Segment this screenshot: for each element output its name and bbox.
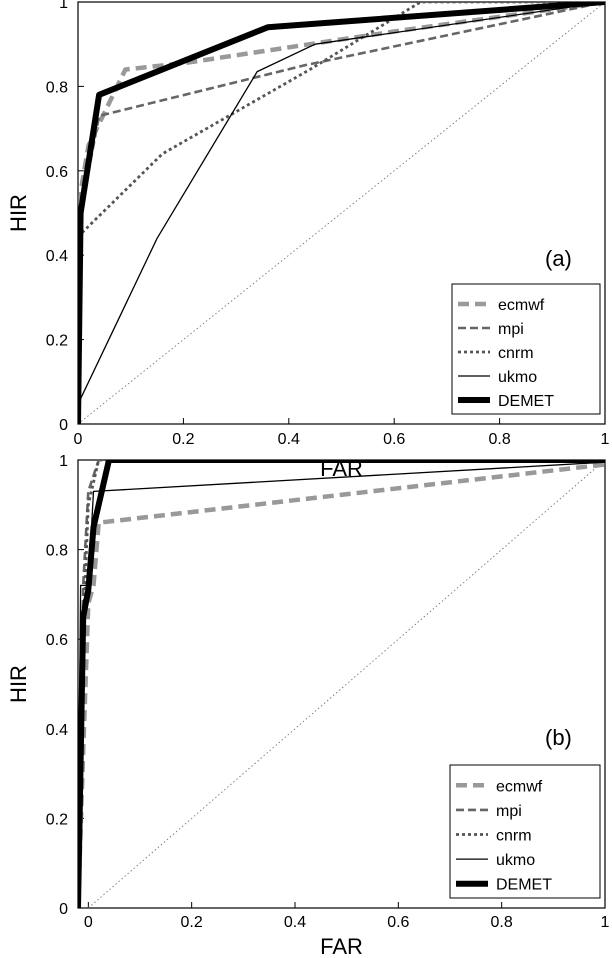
y-tick-label: 1 <box>59 453 68 470</box>
plot-area <box>78 2 605 424</box>
x-axis-label: FAR <box>320 934 363 958</box>
y-tick-label: 0.8 <box>46 543 68 560</box>
legend-label-ecmwf: ecmwf <box>496 778 543 795</box>
x-tick-label: 0.2 <box>181 914 203 931</box>
x-tick-label: 0 <box>74 431 83 448</box>
legend-label-mpi: mpi <box>496 803 522 820</box>
y-tick-label: 0.2 <box>46 811 68 828</box>
y-tick-label: 0.4 <box>46 248 68 265</box>
legend-label-cnrm: cnrm <box>496 828 532 845</box>
legend-label-cnrm: cnrm <box>498 345 534 362</box>
x-tick-label: 0.4 <box>278 431 300 448</box>
x-tick-label: 0.6 <box>383 431 405 448</box>
y-tick-label: 0.2 <box>46 333 68 350</box>
plot-area <box>78 460 605 908</box>
y-tick-label: 0.4 <box>46 722 68 739</box>
y-tick-label: 0.6 <box>46 164 68 181</box>
panel-label: (b) <box>545 725 572 750</box>
y-tick-label: 1 <box>59 0 68 12</box>
x-tick-label: 0.8 <box>488 431 510 448</box>
y-axis-label: HIR <box>6 665 31 703</box>
legend-label-ecmwf: ecmwf <box>498 297 545 314</box>
legend-label-mpi: mpi <box>498 321 524 338</box>
legend-label-ukmo: ukmo <box>498 369 537 386</box>
series-line-demet <box>78 2 605 424</box>
y-axis-label: HIR <box>6 194 31 232</box>
series-line-ecmwf <box>78 462 605 908</box>
x-tick-label: 0.2 <box>172 431 194 448</box>
no-skill-diagonal <box>78 2 605 424</box>
series-line-ecmwf <box>78 2 605 424</box>
legend-label-demet: DEMET <box>496 877 552 894</box>
panel-label: (a) <box>545 246 572 271</box>
x-tick-label: 1 <box>601 431 610 448</box>
panel-a-chart: 0 0.2 0.4 0.6 0.8 100.20.40.60.81FARHIR(a)ecm… <box>6 0 610 481</box>
y-tick-label: 0.6 <box>46 632 68 649</box>
y-tick-label: 0 <box>59 417 68 434</box>
x-tick-label: 0.4 <box>284 914 306 931</box>
x-tick-label: 0.8 <box>491 914 513 931</box>
series-line-demet <box>78 460 605 908</box>
series-line-cnrm <box>78 460 605 908</box>
legend-label-ukmo: ukmo <box>496 852 535 869</box>
x-tick-label: 0.6 <box>387 914 409 931</box>
legend-label-demet: DEMET <box>498 393 554 410</box>
x-tick-label: 0 <box>84 914 93 931</box>
panel-b-chart: 0 0.2 0.4 0.6 0.8 1 0 0.2 0.4 0.6 0.8 1 FAR HIR (b) ecm… <box>6 453 610 958</box>
y-tick-label: 0.8 <box>46 79 68 96</box>
y-tick-label: 0 <box>59 901 68 918</box>
x-tick-label: 1 <box>601 914 610 931</box>
